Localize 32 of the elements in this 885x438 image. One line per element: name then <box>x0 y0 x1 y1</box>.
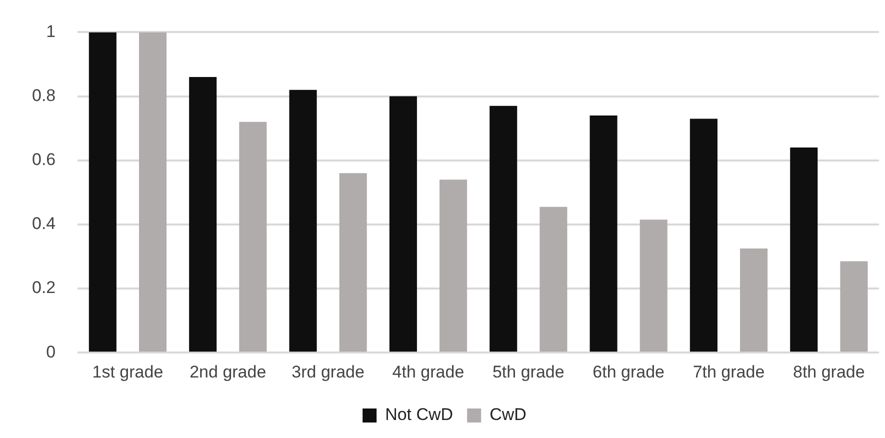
bar <box>590 116 618 352</box>
x-tick-label: 4th grade <box>392 362 464 382</box>
bar <box>88 32 116 352</box>
x-tick-label: 3rd grade <box>292 362 364 382</box>
bar <box>189 77 217 352</box>
y-tick-label: 0.2 <box>32 278 56 298</box>
bar <box>790 148 818 352</box>
bar <box>389 96 417 352</box>
bar <box>440 180 468 352</box>
y-tick-label: 0.4 <box>32 214 56 234</box>
bar <box>138 32 167 352</box>
bar <box>289 90 317 352</box>
y-tick-label: 0.8 <box>32 86 56 105</box>
x-tick-label: 5th grade <box>492 362 564 382</box>
x-tick-label: 1st grade <box>92 362 164 382</box>
bar <box>840 261 868 352</box>
y-tick-label: 0 <box>46 342 56 362</box>
x-tick-label: 2nd grade <box>190 362 266 382</box>
bar <box>540 206 568 352</box>
bar <box>740 248 768 352</box>
x-tick-label: 6th grade <box>592 362 664 382</box>
y-tick-label: 1 <box>46 22 56 41</box>
bar <box>690 118 718 352</box>
x-tick-label: 8th grade <box>792 362 865 382</box>
bar <box>490 106 518 352</box>
bar <box>339 173 367 352</box>
bar <box>239 122 267 352</box>
y-tick-label: 0.6 <box>32 150 56 170</box>
bar <box>640 220 668 352</box>
legend-label: Not CwD <box>385 405 454 424</box>
x-tick-label: 7th grade <box>692 362 765 382</box>
legend-label: CwD <box>490 405 526 424</box>
